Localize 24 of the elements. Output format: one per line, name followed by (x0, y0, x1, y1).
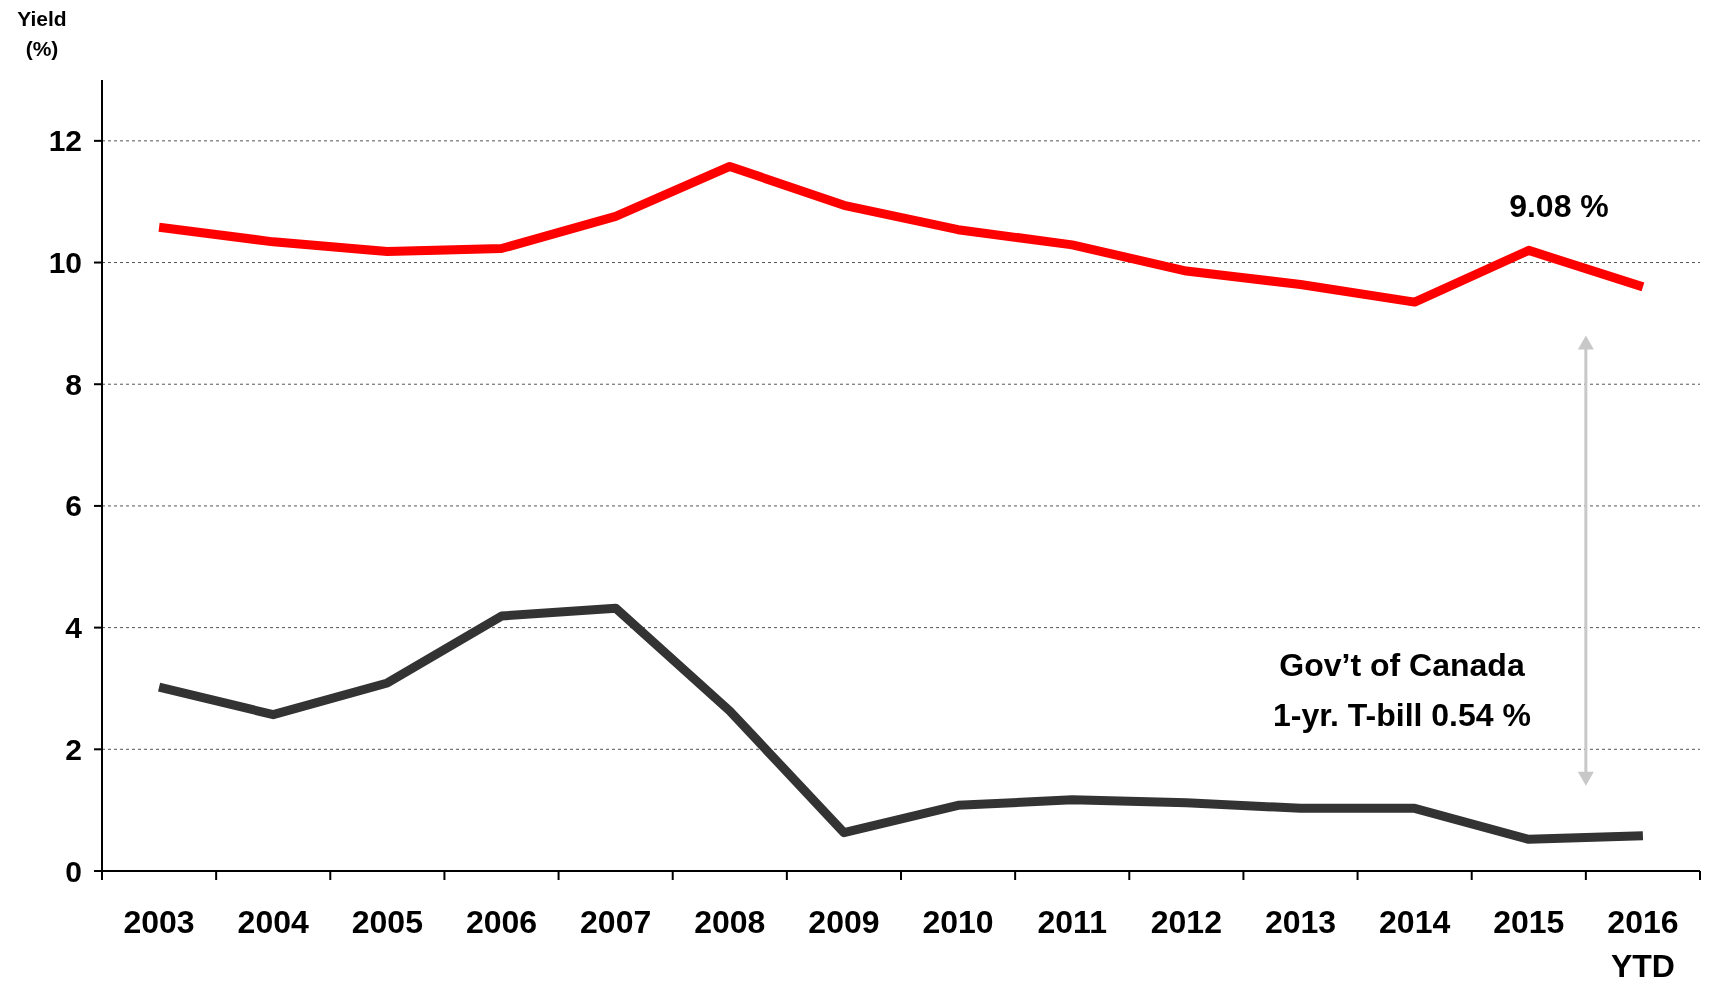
y-tick-label: 12 (48, 124, 82, 158)
x-tick-label: 2003 (123, 904, 195, 940)
x-tick-label: 2012 (1150, 904, 1222, 940)
y-tick-label: 6 (65, 489, 82, 523)
x-tick-label: 2015 (1493, 904, 1565, 940)
x-tick-label: 2004 (237, 904, 310, 940)
x-tick-label: 2016 YTD (1607, 904, 1679, 984)
x-tick-label: 2006 (465, 904, 538, 940)
x-tick-label: 2014 (1379, 904, 1451, 940)
y-tick-label: 0 (65, 854, 82, 888)
y-tick-label: 8 (65, 367, 82, 401)
annotation: 9.08 % (1509, 187, 1609, 224)
y-tick-label: 2 (65, 732, 82, 766)
annotation: Gov’t of Canada 1-yr. T-bill 0.54 % (1273, 647, 1531, 734)
x-tick-label: 2011 (1037, 904, 1107, 940)
y-tick-label: 10 (48, 246, 82, 280)
x-tick-label: 2005 (351, 904, 423, 940)
x-tick-label: 2007 (580, 904, 652, 940)
x-tick-label: 2010 (922, 904, 994, 940)
x-tick-label: 2008 (694, 904, 766, 940)
x-tick-label: 2013 (1264, 904, 1337, 940)
y-tick-label: 4 (65, 611, 83, 645)
y-axis-title: Yield (%) (17, 7, 67, 60)
x-tick-label: 2009 (808, 904, 880, 940)
